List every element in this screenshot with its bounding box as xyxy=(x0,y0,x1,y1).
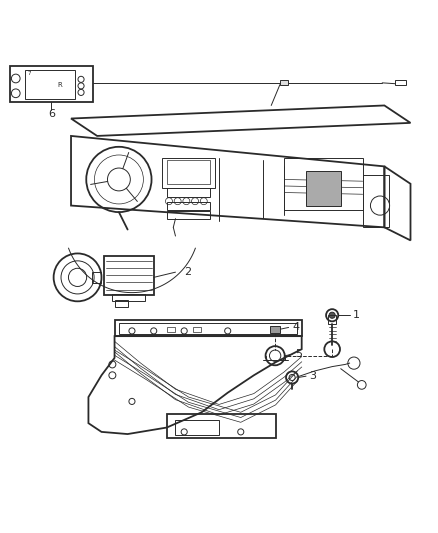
Bar xyxy=(104,256,154,295)
Bar xyxy=(176,420,219,435)
Bar xyxy=(284,158,363,210)
Text: 5: 5 xyxy=(296,350,303,359)
Bar xyxy=(167,202,210,210)
Bar xyxy=(10,66,93,102)
Bar xyxy=(280,80,288,85)
Bar xyxy=(167,415,276,439)
Bar xyxy=(167,188,210,197)
Text: 2: 2 xyxy=(184,267,191,277)
Bar xyxy=(193,327,201,332)
Bar xyxy=(113,294,145,301)
Bar xyxy=(167,160,210,184)
Bar xyxy=(270,326,280,333)
Text: 3: 3 xyxy=(310,371,317,381)
Text: 7: 7 xyxy=(28,71,31,76)
Bar xyxy=(395,80,406,85)
Bar xyxy=(162,158,215,188)
Bar xyxy=(115,301,127,307)
Bar xyxy=(167,327,175,332)
Bar xyxy=(306,171,341,206)
Bar xyxy=(167,211,210,219)
Text: R: R xyxy=(58,83,63,88)
Circle shape xyxy=(329,312,335,318)
Bar xyxy=(115,320,302,336)
Bar xyxy=(119,323,297,334)
Text: 6: 6 xyxy=(48,109,55,119)
Text: 4: 4 xyxy=(292,322,299,333)
Bar xyxy=(25,70,75,99)
Bar xyxy=(92,272,102,282)
Text: 1: 1 xyxy=(353,310,360,320)
Bar xyxy=(328,315,336,324)
Bar xyxy=(363,175,389,228)
